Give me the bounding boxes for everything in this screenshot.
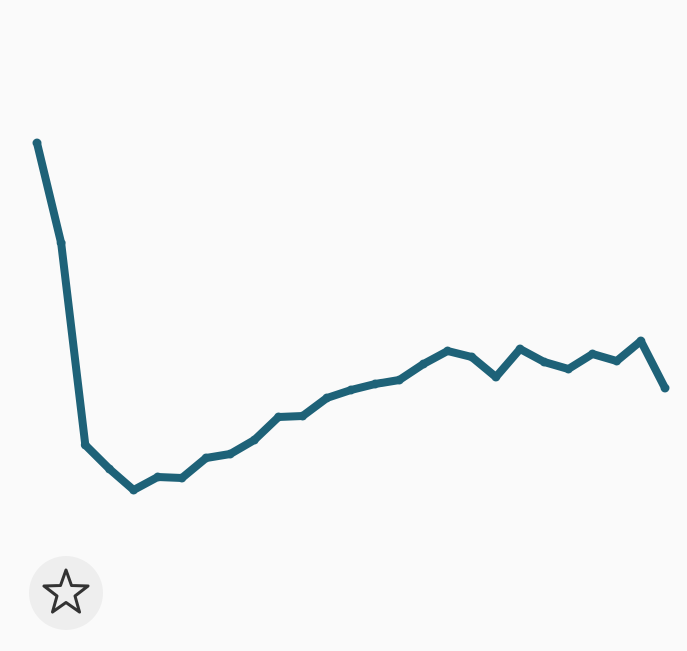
line-point bbox=[588, 349, 598, 359]
line-point bbox=[249, 435, 259, 445]
star-icon[interactable] bbox=[42, 568, 90, 614]
line-point bbox=[346, 385, 356, 395]
line-point bbox=[298, 411, 308, 421]
button-background[interactable] bbox=[29, 556, 103, 630]
line-point bbox=[394, 375, 404, 385]
line-point bbox=[32, 138, 42, 148]
line-point bbox=[563, 364, 573, 374]
line-point bbox=[274, 412, 284, 422]
line-point bbox=[612, 356, 622, 366]
line-point bbox=[491, 372, 501, 382]
line-point bbox=[467, 352, 477, 362]
line-point bbox=[636, 336, 646, 346]
line-point bbox=[418, 359, 428, 369]
line-point bbox=[443, 346, 453, 356]
line-point bbox=[104, 464, 114, 474]
line-point bbox=[80, 440, 90, 450]
line-point bbox=[539, 357, 549, 367]
line-point bbox=[225, 449, 235, 459]
line-point bbox=[153, 472, 163, 482]
line-point bbox=[515, 344, 525, 354]
line-point bbox=[177, 473, 187, 483]
line-point bbox=[56, 238, 66, 248]
line-point bbox=[322, 393, 332, 403]
favorite-button[interactable] bbox=[29, 556, 103, 630]
line-point bbox=[201, 453, 211, 463]
line-point bbox=[129, 485, 139, 495]
line-point bbox=[370, 379, 380, 389]
line-point bbox=[660, 383, 670, 393]
